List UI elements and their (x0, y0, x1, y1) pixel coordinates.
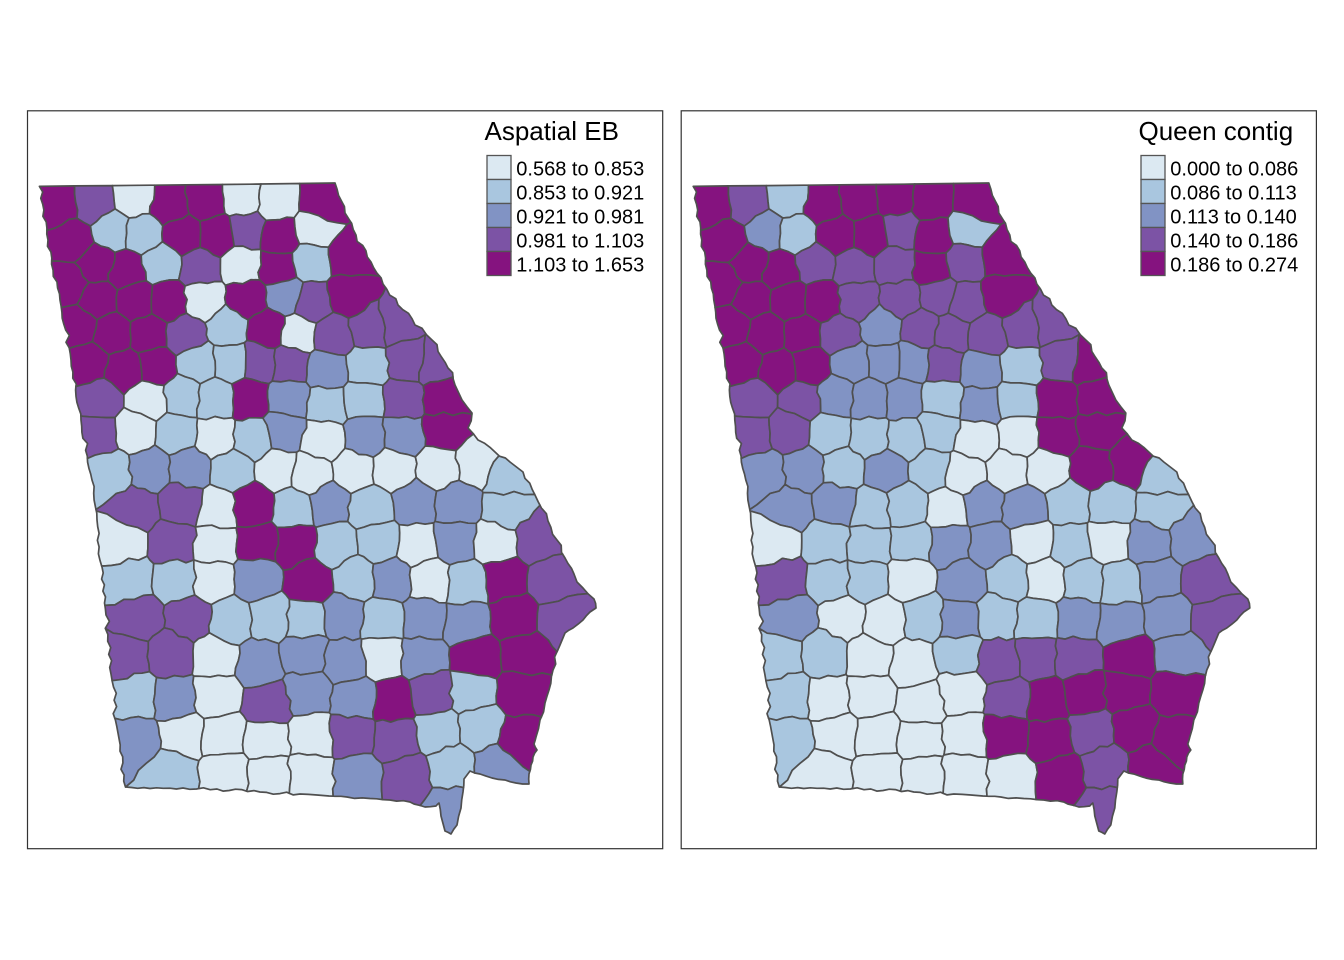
svg-text:0.921 to 0.981: 0.921 to 0.981 (516, 207, 644, 229)
svg-text:Aspatial EB: Aspatial EB (485, 116, 619, 146)
svg-text:Queen contig: Queen contig (1139, 116, 1294, 146)
svg-text:0.981 to 1.103: 0.981 to 1.103 (516, 231, 644, 253)
svg-text:1.103 to 1.653: 1.103 to 1.653 (516, 255, 644, 277)
svg-text:0.086 to 0.113: 0.086 to 0.113 (1170, 183, 1296, 205)
svg-text:0.568 to 0.853: 0.568 to 0.853 (516, 159, 644, 181)
svg-text:0.000 to 0.086: 0.000 to 0.086 (1170, 159, 1298, 181)
svg-text:0.140 to 0.186: 0.140 to 0.186 (1170, 231, 1298, 253)
svg-text:0.186 to 0.274: 0.186 to 0.274 (1170, 255, 1298, 277)
svg-text:0.113 to 0.140: 0.113 to 0.140 (1170, 207, 1296, 229)
svg-text:0.853 to 0.921: 0.853 to 0.921 (516, 183, 644, 205)
